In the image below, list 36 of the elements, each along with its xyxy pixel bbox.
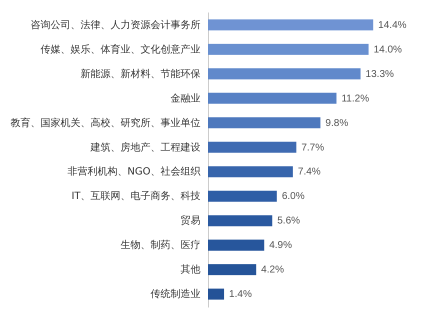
y-tick-label: 贸易 — [180, 214, 200, 227]
data-label: 14.4% — [378, 20, 407, 31]
bar — [208, 117, 320, 128]
bar — [208, 240, 264, 251]
data-label: 9.8% — [325, 118, 348, 129]
data-label: 7.7% — [301, 142, 324, 154]
bar — [208, 215, 272, 226]
y-tick-label: 传媒、娱乐、体育业、文化创意产业 — [40, 43, 200, 56]
y-tick-label: 建筑、房地产、工程建设 — [90, 141, 200, 154]
y-tick-label: 其他 — [180, 264, 200, 276]
data-label: 13.3% — [366, 68, 394, 80]
y-tick-label: 咨询公司、法律、人力资源会计事务所 — [30, 18, 200, 31]
y-tick-label: 教育、国家机关、高校、研究所、事业单位 — [10, 116, 200, 129]
data-label: 4.9% — [269, 240, 292, 252]
y-tick-label: 传统制造业 — [150, 288, 200, 300]
data-label: 6.0% — [282, 191, 305, 202]
y-tick-label: 新能源、新材料、节能环保 — [80, 68, 200, 80]
bar — [208, 68, 361, 80]
data-label: 14.0% — [374, 44, 402, 56]
data-label: 7.4% — [298, 166, 321, 178]
bar — [208, 190, 277, 202]
bar — [208, 142, 296, 153]
bar — [208, 264, 256, 276]
bar — [208, 44, 369, 55]
y-tick-label: 金融业 — [170, 92, 200, 104]
data-label: 1.4% — [229, 289, 252, 300]
y-tick-label: 非营利机构、NGO、社会组织 — [67, 166, 200, 178]
bar — [208, 92, 336, 104]
data-label: 5.6% — [277, 216, 300, 227]
y-tick-label: IT、互联网、电子商务、科技 — [71, 190, 200, 202]
y-tick-label: 生物、制药、医疗 — [120, 239, 200, 252]
data-label: 4.2% — [261, 264, 284, 276]
bar — [208, 19, 374, 30]
data-label: 11.2% — [341, 93, 370, 104]
bar — [208, 166, 293, 178]
bar — [208, 288, 224, 300]
